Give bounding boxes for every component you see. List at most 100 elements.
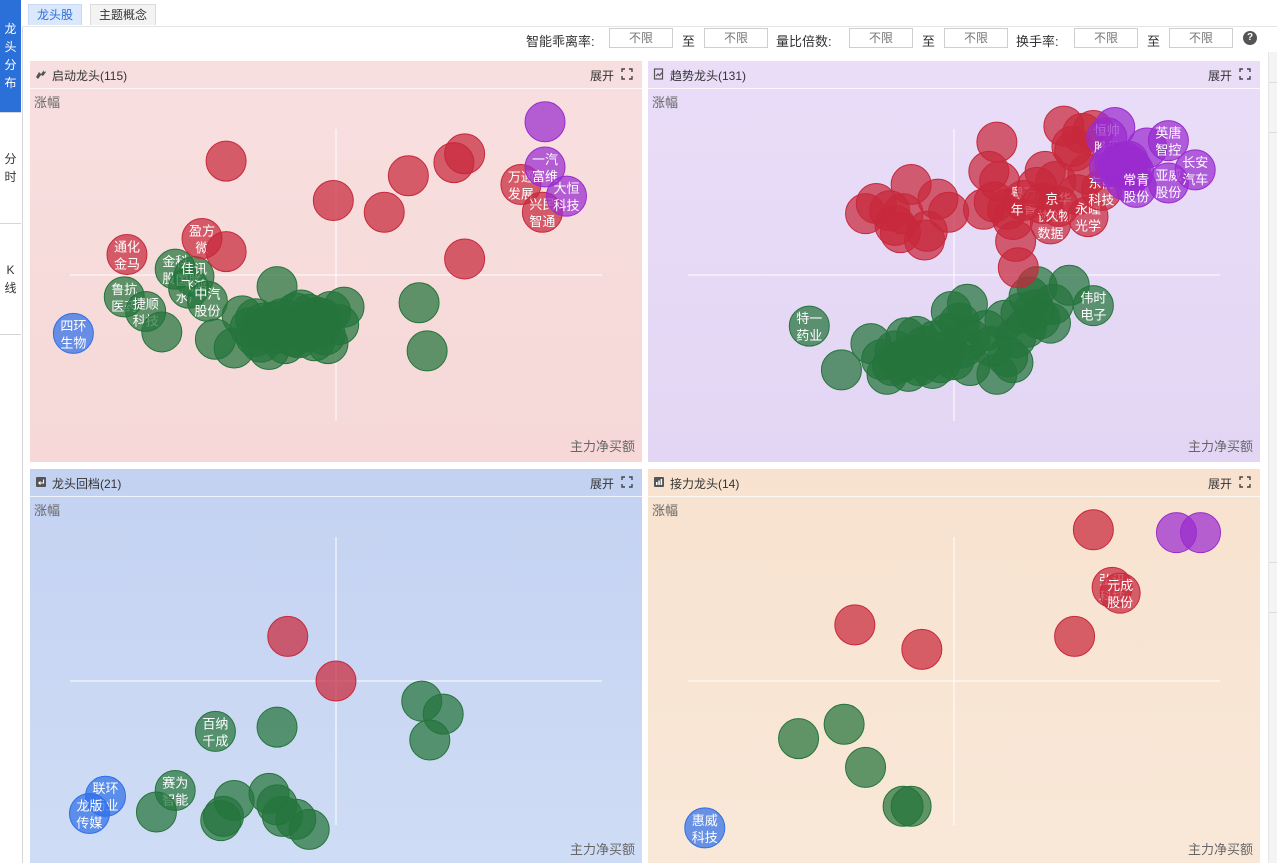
expand-button[interactable]: 展开: [1207, 69, 1232, 83]
bubble[interactable]: [205, 231, 247, 273]
stock-bubble-down[interactable]: [406, 330, 448, 372]
expand-button[interactable]: 展开: [589, 477, 614, 491]
stock-bubble-down[interactable]: [890, 785, 932, 827]
turnover-min-input[interactable]: [1074, 28, 1138, 48]
bubble[interactable]: [205, 140, 247, 182]
stock-bubble-up[interactable]: [834, 604, 876, 646]
stock-bubble-up[interactable]: [1054, 615, 1096, 657]
stock-bubble-up[interactable]: [444, 133, 486, 175]
volume-ratio-min-input[interactable]: [849, 28, 913, 48]
bubble[interactable]: [68, 792, 110, 834]
side-tab-leader-distribution[interactable]: 龙头分布: [0, 0, 21, 113]
bubble[interactable]: [363, 191, 405, 233]
bubble[interactable]: [524, 101, 566, 143]
stock-bubble-up[interactable]: [976, 121, 1018, 163]
fullscreen-icon[interactable]: [1239, 476, 1251, 488]
bubble[interactable]: [409, 719, 451, 761]
bubble[interactable]: [1147, 120, 1189, 162]
stock-bubble-up[interactable]: [312, 180, 354, 222]
bubble[interactable]: [1072, 509, 1114, 551]
bubble[interactable]: [296, 296, 338, 338]
bubble[interactable]: [256, 706, 298, 748]
stock-bubble-up[interactable]: [205, 140, 247, 182]
bubble[interactable]: [312, 180, 354, 222]
volume-ratio-max-input[interactable]: [944, 28, 1008, 48]
stock-bubble-down[interactable]: [288, 808, 330, 850]
bubble[interactable]: [1180, 512, 1222, 554]
bubble[interactable]: [1174, 149, 1216, 191]
bubble[interactable]: [106, 234, 148, 276]
bubble[interactable]: [684, 807, 726, 849]
turnover-max-input[interactable]: [1169, 28, 1233, 48]
stock-bubble-down[interactable]: [296, 296, 338, 338]
fullscreen-icon[interactable]: [621, 476, 633, 488]
bubble[interactable]: [398, 282, 440, 324]
question-circle-icon[interactable]: ?: [1243, 31, 1257, 45]
bubble[interactable]: [1054, 615, 1096, 657]
stock-bubble-down[interactable]: [845, 746, 887, 788]
stock-bubble-down[interactable]: [135, 791, 177, 833]
bubble[interactable]: [901, 628, 943, 670]
bubble[interactable]: [444, 238, 486, 280]
bubble[interactable]: [997, 247, 1039, 289]
bubble[interactable]: [1099, 572, 1141, 614]
bubble[interactable]: [288, 808, 330, 850]
bubble[interactable]: [52, 312, 94, 354]
stock-bubble-down[interactable]: [778, 718, 820, 760]
stock-bubble-down[interactable]: [409, 719, 451, 761]
bubble[interactable]: [976, 121, 1018, 163]
bubble[interactable]: [871, 345, 913, 387]
bubble[interactable]: [928, 191, 970, 233]
stock-bubble-up[interactable]: [901, 628, 943, 670]
stock-bubble-up[interactable]: [363, 191, 405, 233]
tab-theme-concepts[interactable]: 主题概念: [90, 4, 157, 25]
stock-bubble-down[interactable]: [820, 349, 862, 391]
stock-bubble-limit[interactable]: [1094, 107, 1136, 149]
right-edge-scrollbar[interactable]: [1268, 52, 1277, 863]
bubble[interactable]: [524, 146, 566, 188]
stock-bubble-down[interactable]: [141, 311, 183, 353]
bubble[interactable]: [820, 349, 862, 391]
bubble[interactable]: [823, 703, 865, 745]
bubble[interactable]: [141, 311, 183, 353]
bubble[interactable]: [387, 155, 429, 197]
stock-bubble-down[interactable]: [398, 282, 440, 324]
stock-bubble-down[interactable]: [871, 345, 913, 387]
bubble[interactable]: [788, 305, 830, 347]
smart-deviation-max-input[interactable]: [704, 28, 768, 48]
stock-bubble-up[interactable]: [387, 155, 429, 197]
stock-bubble-up[interactable]: [315, 660, 357, 702]
stock-bubble-limit[interactable]: [524, 101, 566, 143]
bubble[interactable]: [890, 785, 932, 827]
bubble[interactable]: [778, 718, 820, 760]
stock-bubble-down[interactable]: [823, 703, 865, 745]
stock-bubble-up[interactable]: [928, 191, 970, 233]
stock-bubble-up[interactable]: [205, 231, 247, 273]
side-tab-kline[interactable]: K线: [0, 224, 21, 335]
stock-bubble-up[interactable]: [1072, 509, 1114, 551]
smart-deviation-min-input[interactable]: [609, 28, 673, 48]
bubble[interactable]: [315, 660, 357, 702]
side-tab-intraday[interactable]: 分时: [0, 113, 21, 224]
bubble[interactable]: [545, 175, 587, 217]
bubble[interactable]: [406, 330, 448, 372]
bubble[interactable]: [135, 791, 177, 833]
stock-bubble-down[interactable]: [200, 800, 242, 842]
stock-bubble-up[interactable]: [997, 247, 1039, 289]
stock-bubble-up[interactable]: [444, 238, 486, 280]
bubble[interactable]: [235, 298, 277, 340]
bubble[interactable]: [834, 604, 876, 646]
tab-leader-stocks[interactable]: 龙头股: [28, 4, 83, 25]
